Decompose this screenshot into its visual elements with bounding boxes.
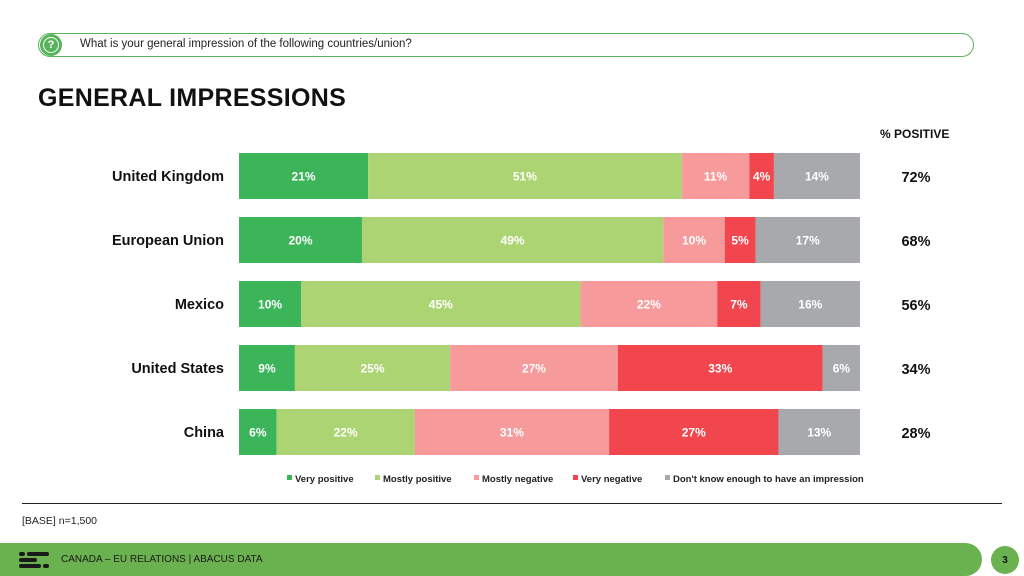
separator-line — [22, 503, 1002, 504]
legend-label: Mostly positive — [383, 474, 452, 485]
data-label: 25% — [360, 362, 384, 376]
bar-segment — [724, 217, 756, 263]
data-label: 16% — [798, 298, 822, 312]
bar-segment — [773, 153, 860, 199]
category-label: United Kingdom — [112, 169, 224, 185]
legend-swatch — [287, 475, 292, 480]
question-icon: ? — [40, 34, 62, 56]
data-label: 21% — [292, 170, 316, 184]
legend-label: Mostly negative — [482, 474, 553, 485]
bar-segment — [414, 409, 610, 455]
bar-segment — [822, 345, 860, 391]
data-label: 33% — [708, 362, 732, 376]
data-label: 45% — [429, 298, 453, 312]
bar-segment — [760, 281, 860, 327]
positive-value: 56% — [901, 298, 930, 314]
bar-segment — [294, 345, 451, 391]
positive-value: 72% — [901, 170, 930, 186]
legend-swatch — [665, 475, 670, 480]
question-box — [38, 33, 974, 57]
footer-text: CANADA – EU RELATIONS | ABACUS DATA — [61, 554, 263, 565]
question-text: What is your general impression of the f… — [80, 38, 412, 50]
bar-segment — [749, 153, 774, 199]
bar-segment — [717, 281, 761, 327]
category-label: United States — [131, 361, 224, 377]
legend-swatch — [375, 475, 380, 480]
data-label: 10% — [258, 298, 282, 312]
category-label: Mexico — [175, 297, 224, 313]
data-label: 17% — [796, 234, 820, 248]
bar-segment — [755, 217, 860, 263]
bar-segment — [663, 217, 725, 263]
bar-segment — [276, 409, 415, 455]
data-label: 27% — [682, 426, 706, 440]
abacus-logo-icon — [19, 552, 49, 568]
data-label: 20% — [288, 234, 312, 248]
footer-bar — [0, 543, 982, 576]
bar-segment — [617, 345, 823, 391]
positive-value: 68% — [901, 234, 930, 250]
bar-segment — [778, 409, 860, 455]
bar-segment — [301, 281, 581, 327]
legend-label: Very negative — [581, 474, 642, 485]
legend-swatch — [573, 475, 578, 480]
bar-segment — [681, 153, 750, 199]
bar-segment — [609, 409, 779, 455]
bar-segment — [450, 345, 618, 391]
page-number: 3 — [991, 546, 1019, 574]
legend-label: Very positive — [295, 474, 354, 485]
bar-segment — [239, 409, 277, 455]
legend-swatch — [474, 475, 479, 480]
data-label: 49% — [501, 234, 525, 248]
data-label: 22% — [334, 426, 358, 440]
bar-segment — [368, 153, 682, 199]
positive-value: 28% — [901, 426, 930, 442]
category-label: China — [184, 425, 225, 441]
data-label: 27% — [522, 362, 546, 376]
page-title: GENERAL IMPRESSIONS — [38, 84, 347, 112]
legend-label: Don't know enough to have an impression — [673, 474, 864, 485]
stacked-bar-chart: United Kingdom 21% 51% 11% 4% 14% 72% European … — [112, 153, 931, 485]
bar-segment — [239, 281, 302, 327]
data-label: 4% — [753, 170, 771, 184]
category-label: European Union — [112, 233, 224, 249]
data-label: 10% — [682, 234, 706, 248]
positive-header: % POSITIVE — [880, 127, 950, 141]
bar-segment — [580, 281, 718, 327]
data-label: 31% — [500, 426, 524, 440]
base-note: [BASE] n=1,500 — [22, 515, 98, 527]
data-label: 13% — [807, 426, 831, 440]
positive-value: 34% — [901, 362, 930, 378]
data-label: 14% — [805, 170, 829, 184]
data-label: 7% — [730, 298, 748, 312]
bar-segment — [239, 217, 362, 263]
data-label: 11% — [704, 170, 728, 184]
data-label: 5% — [731, 234, 749, 248]
bar-segment — [239, 153, 369, 199]
data-label: 6% — [249, 426, 267, 440]
bar-segment — [361, 217, 664, 263]
data-label: 9% — [258, 362, 276, 376]
bar-segment — [239, 345, 295, 391]
data-label: 22% — [637, 298, 661, 312]
data-label: 51% — [513, 170, 537, 184]
data-label: 6% — [833, 362, 851, 376]
